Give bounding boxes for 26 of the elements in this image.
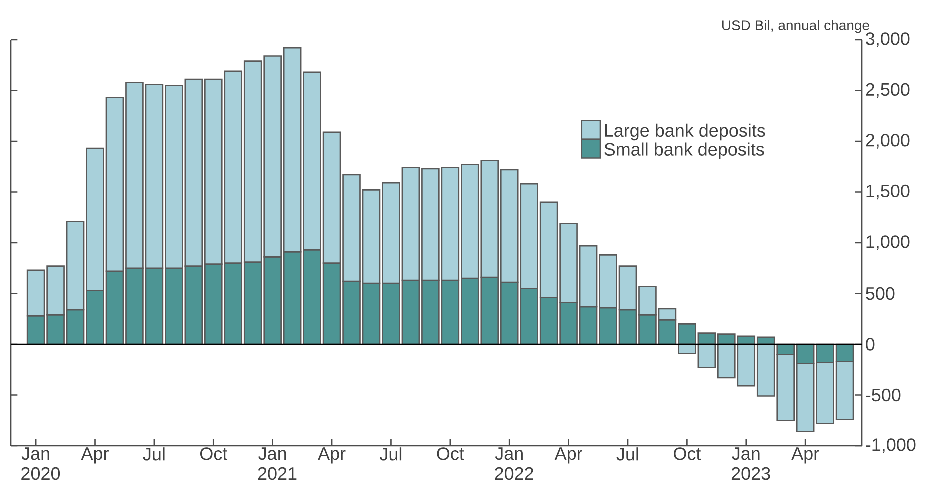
y-tick-label: 2,000 — [866, 134, 910, 149]
y-tick-label: -1,000 — [866, 438, 916, 454]
y-tick-label: 1,500 — [866, 184, 910, 200]
y-tick-label: 3,000 — [866, 32, 910, 48]
y-tick-label: 2,500 — [866, 83, 910, 98]
legend-label: Large bank deposits — [605, 124, 766, 141]
x-tick-label: Jul — [380, 448, 402, 461]
y-tick-label: -500 — [866, 388, 901, 402]
y-axis-title: USD Bil, annual change — [722, 20, 870, 34]
x-tick-label: Jan 2020 — [22, 448, 60, 480]
x-tick-label: Apr — [792, 448, 820, 464]
y-tick-label: 0 — [866, 338, 875, 351]
x-tick-label: Oct — [437, 448, 464, 460]
y-tick-label: 1,000 — [866, 236, 910, 250]
x-tick-label: Jan 2022 — [495, 448, 534, 480]
legend-label: Small bank deposits — [604, 142, 764, 160]
x-tick-label: Oct — [200, 448, 228, 460]
x-tick-label: Jul — [143, 448, 165, 461]
x-tick-label: Apr — [554, 448, 582, 464]
x-tick-label: Jan 2023 — [732, 448, 770, 480]
y-tick-label: 500 — [866, 287, 895, 300]
x-tick-label: Apr — [318, 448, 346, 464]
x-tick-label: Apr — [81, 448, 109, 464]
x-tick-label: Jul — [616, 448, 638, 461]
x-tick-label: Jan 2021 — [258, 448, 297, 480]
x-tick-label: Oct — [674, 448, 702, 460]
